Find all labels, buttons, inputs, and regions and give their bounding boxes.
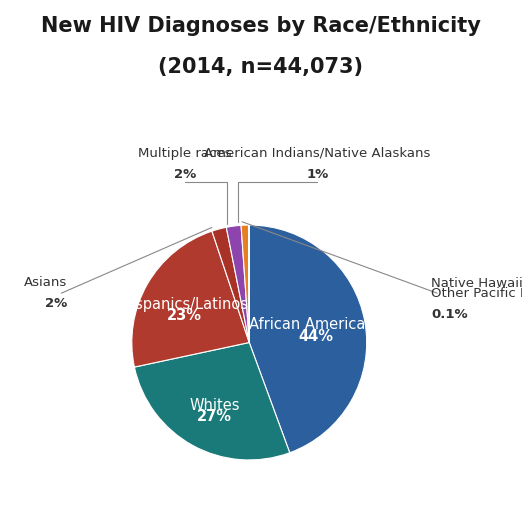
Text: Multiple races: Multiple races: [138, 147, 231, 160]
Wedge shape: [212, 227, 250, 342]
Text: 23%: 23%: [167, 309, 202, 324]
Text: Asians: Asians: [24, 276, 67, 289]
Text: 2%: 2%: [173, 168, 196, 181]
Text: 2%: 2%: [45, 297, 67, 310]
Text: Whites: Whites: [189, 398, 240, 413]
Wedge shape: [241, 225, 250, 342]
Text: (2014, n=44,073): (2014, n=44,073): [159, 57, 363, 77]
Wedge shape: [249, 225, 366, 453]
Text: Other Pacific Islanders: Other Pacific Islanders: [431, 286, 522, 300]
Text: African Americans: African Americans: [250, 317, 383, 332]
Text: Native Hawaiians/: Native Hawaiians/: [431, 276, 522, 289]
Text: New HIV Diagnoses by Race/Ethnicity: New HIV Diagnoses by Race/Ethnicity: [41, 16, 481, 36]
Wedge shape: [134, 342, 290, 460]
Text: 27%: 27%: [197, 409, 232, 424]
Text: 44%: 44%: [299, 329, 334, 344]
Text: Hispanics/Latinos: Hispanics/Latinos: [121, 297, 248, 312]
Wedge shape: [248, 225, 250, 342]
Text: American Indians/Native Alaskans: American Indians/Native Alaskans: [204, 147, 431, 160]
Wedge shape: [132, 231, 250, 367]
Text: 0.1%: 0.1%: [431, 308, 468, 321]
Wedge shape: [227, 225, 250, 342]
Text: 1%: 1%: [306, 168, 328, 181]
